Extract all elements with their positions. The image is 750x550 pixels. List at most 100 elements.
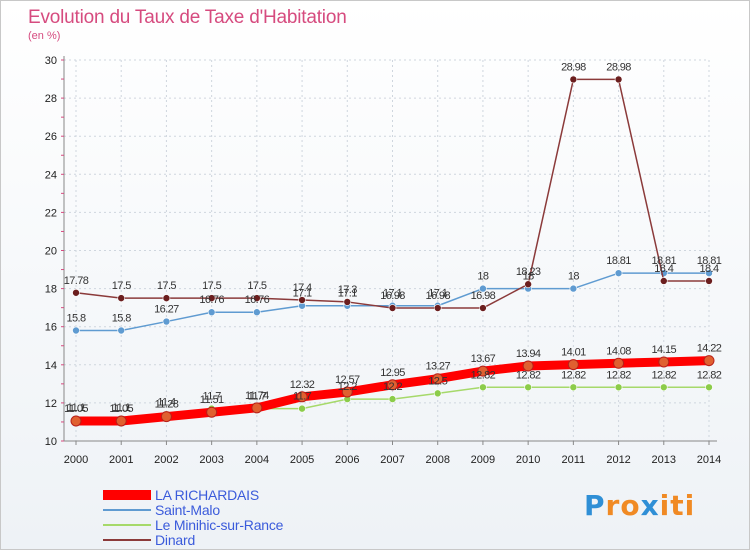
data-label: 18.4 xyxy=(699,263,718,275)
y-tick-label: 16 xyxy=(45,322,57,334)
data-label: 28.98 xyxy=(606,61,631,73)
data-point xyxy=(705,383,713,392)
data-point xyxy=(341,386,353,398)
chart-title: Evolution du Taux de Taxe d'Habitation xyxy=(28,7,347,28)
data-point xyxy=(432,373,444,385)
data-point xyxy=(251,402,263,414)
data-point xyxy=(115,415,127,427)
data-label: 11.1 xyxy=(67,402,86,414)
data-label: 17.1 xyxy=(383,288,402,300)
data-point xyxy=(477,365,489,377)
data-label: 12.82 xyxy=(516,369,541,381)
data-label: 12.57 xyxy=(335,374,360,386)
data-label: 13.27 xyxy=(425,361,450,373)
data-label: 17.5 xyxy=(157,280,176,292)
data-label: 28.98 xyxy=(561,61,586,73)
data-point xyxy=(433,304,442,312)
y-tick-label: 20 xyxy=(45,246,57,258)
x-tick-label: 2010 xyxy=(516,454,540,466)
y-tick-label: 30 xyxy=(45,55,57,67)
legend-swatch-le-minihic xyxy=(103,523,151,526)
data-point xyxy=(206,406,218,418)
data-label: 17.4 xyxy=(293,282,312,294)
data-label: 14.22 xyxy=(697,343,722,355)
y-tick-label: 22 xyxy=(45,207,57,219)
x-tick-label: 2007 xyxy=(380,454,404,466)
data-label: 16.27 xyxy=(154,304,179,316)
data-point xyxy=(614,75,623,84)
x-tick-label: 2011 xyxy=(562,454,586,466)
data-label: 16.76 xyxy=(199,294,224,306)
legend-item-dinard: Dinard xyxy=(103,532,283,548)
legend-swatch-dinard xyxy=(103,538,151,541)
data-point xyxy=(614,269,623,277)
data-label: 17.78 xyxy=(64,275,89,287)
data-label: 12.2 xyxy=(338,381,357,393)
data-point xyxy=(387,379,398,391)
data-label: 14.15 xyxy=(652,344,677,356)
data-point xyxy=(388,395,397,403)
proxiti-logo: Proxiti xyxy=(584,489,696,522)
data-label: 16.98 xyxy=(380,290,405,302)
data-point xyxy=(524,280,532,289)
data-point xyxy=(162,317,171,326)
legend-item-la-richardais: LA RICHARDAIS xyxy=(103,487,283,503)
legend-item-saint-malo: Saint-Malo xyxy=(103,501,283,518)
data-label: 16.76 xyxy=(245,294,270,306)
data-point xyxy=(70,415,82,427)
data-point xyxy=(705,269,713,277)
data-label: 11.05 xyxy=(109,403,133,415)
data-label: 11.05 xyxy=(64,403,88,415)
y-tick-label: 10 xyxy=(45,436,57,448)
x-tick-label: 2000 xyxy=(64,454,88,466)
data-point xyxy=(117,326,126,335)
data-label: 18 xyxy=(477,271,489,283)
data-point xyxy=(569,75,578,84)
x-tick-label: 2001 xyxy=(109,454,133,466)
legend-label-le-minihic: Le Minihic-sur-Rance xyxy=(155,516,284,533)
data-point xyxy=(207,308,216,317)
data-label: 17.1 xyxy=(293,288,312,300)
legend-swatch-la-richardais xyxy=(103,489,151,500)
chart-subtitle: (en %) xyxy=(28,30,61,42)
data-point xyxy=(567,359,579,371)
data-point xyxy=(296,391,308,403)
data-label: 17.5 xyxy=(112,280,131,292)
data-point xyxy=(659,277,668,285)
data-point xyxy=(343,298,352,306)
data-label: 18.81 xyxy=(697,255,722,267)
data-point xyxy=(298,404,306,413)
data-label: 12.82 xyxy=(606,369,631,381)
data-label: 11.7 xyxy=(248,391,267,403)
y-tick-label: 24 xyxy=(45,169,57,181)
data-label: 17.1 xyxy=(338,288,357,300)
data-label: 18 xyxy=(523,271,535,283)
series-line-3 xyxy=(75,78,710,309)
legend-label-saint-malo: Saint-Malo xyxy=(155,501,220,518)
data-point xyxy=(569,383,578,392)
data-label: 12.82 xyxy=(471,369,496,381)
data-label: 12.2 xyxy=(383,381,402,393)
data-point xyxy=(433,389,442,398)
data-label: 13.67 xyxy=(471,353,496,365)
data-label: 15.8 xyxy=(112,313,131,325)
y-tick-label: 14 xyxy=(45,360,57,372)
data-label: 12.95 xyxy=(380,367,405,379)
data-label: 11.7 xyxy=(293,391,312,403)
x-tick-label: 2009 xyxy=(471,454,495,466)
data-label: 11.7 xyxy=(203,391,222,403)
data-label: 14.01 xyxy=(561,347,586,359)
data-point xyxy=(524,383,532,392)
data-label: 18.81 xyxy=(652,255,677,267)
data-label: 13.94 xyxy=(516,348,541,360)
data-point xyxy=(569,284,578,293)
y-tick-label: 18 xyxy=(45,284,57,296)
data-point xyxy=(298,296,306,304)
data-point xyxy=(479,304,487,312)
data-point xyxy=(479,383,487,392)
data-label: 17.3 xyxy=(338,284,357,296)
data-label: 18 xyxy=(568,271,580,283)
data-point xyxy=(522,360,534,372)
data-label: 16.98 xyxy=(425,290,450,302)
